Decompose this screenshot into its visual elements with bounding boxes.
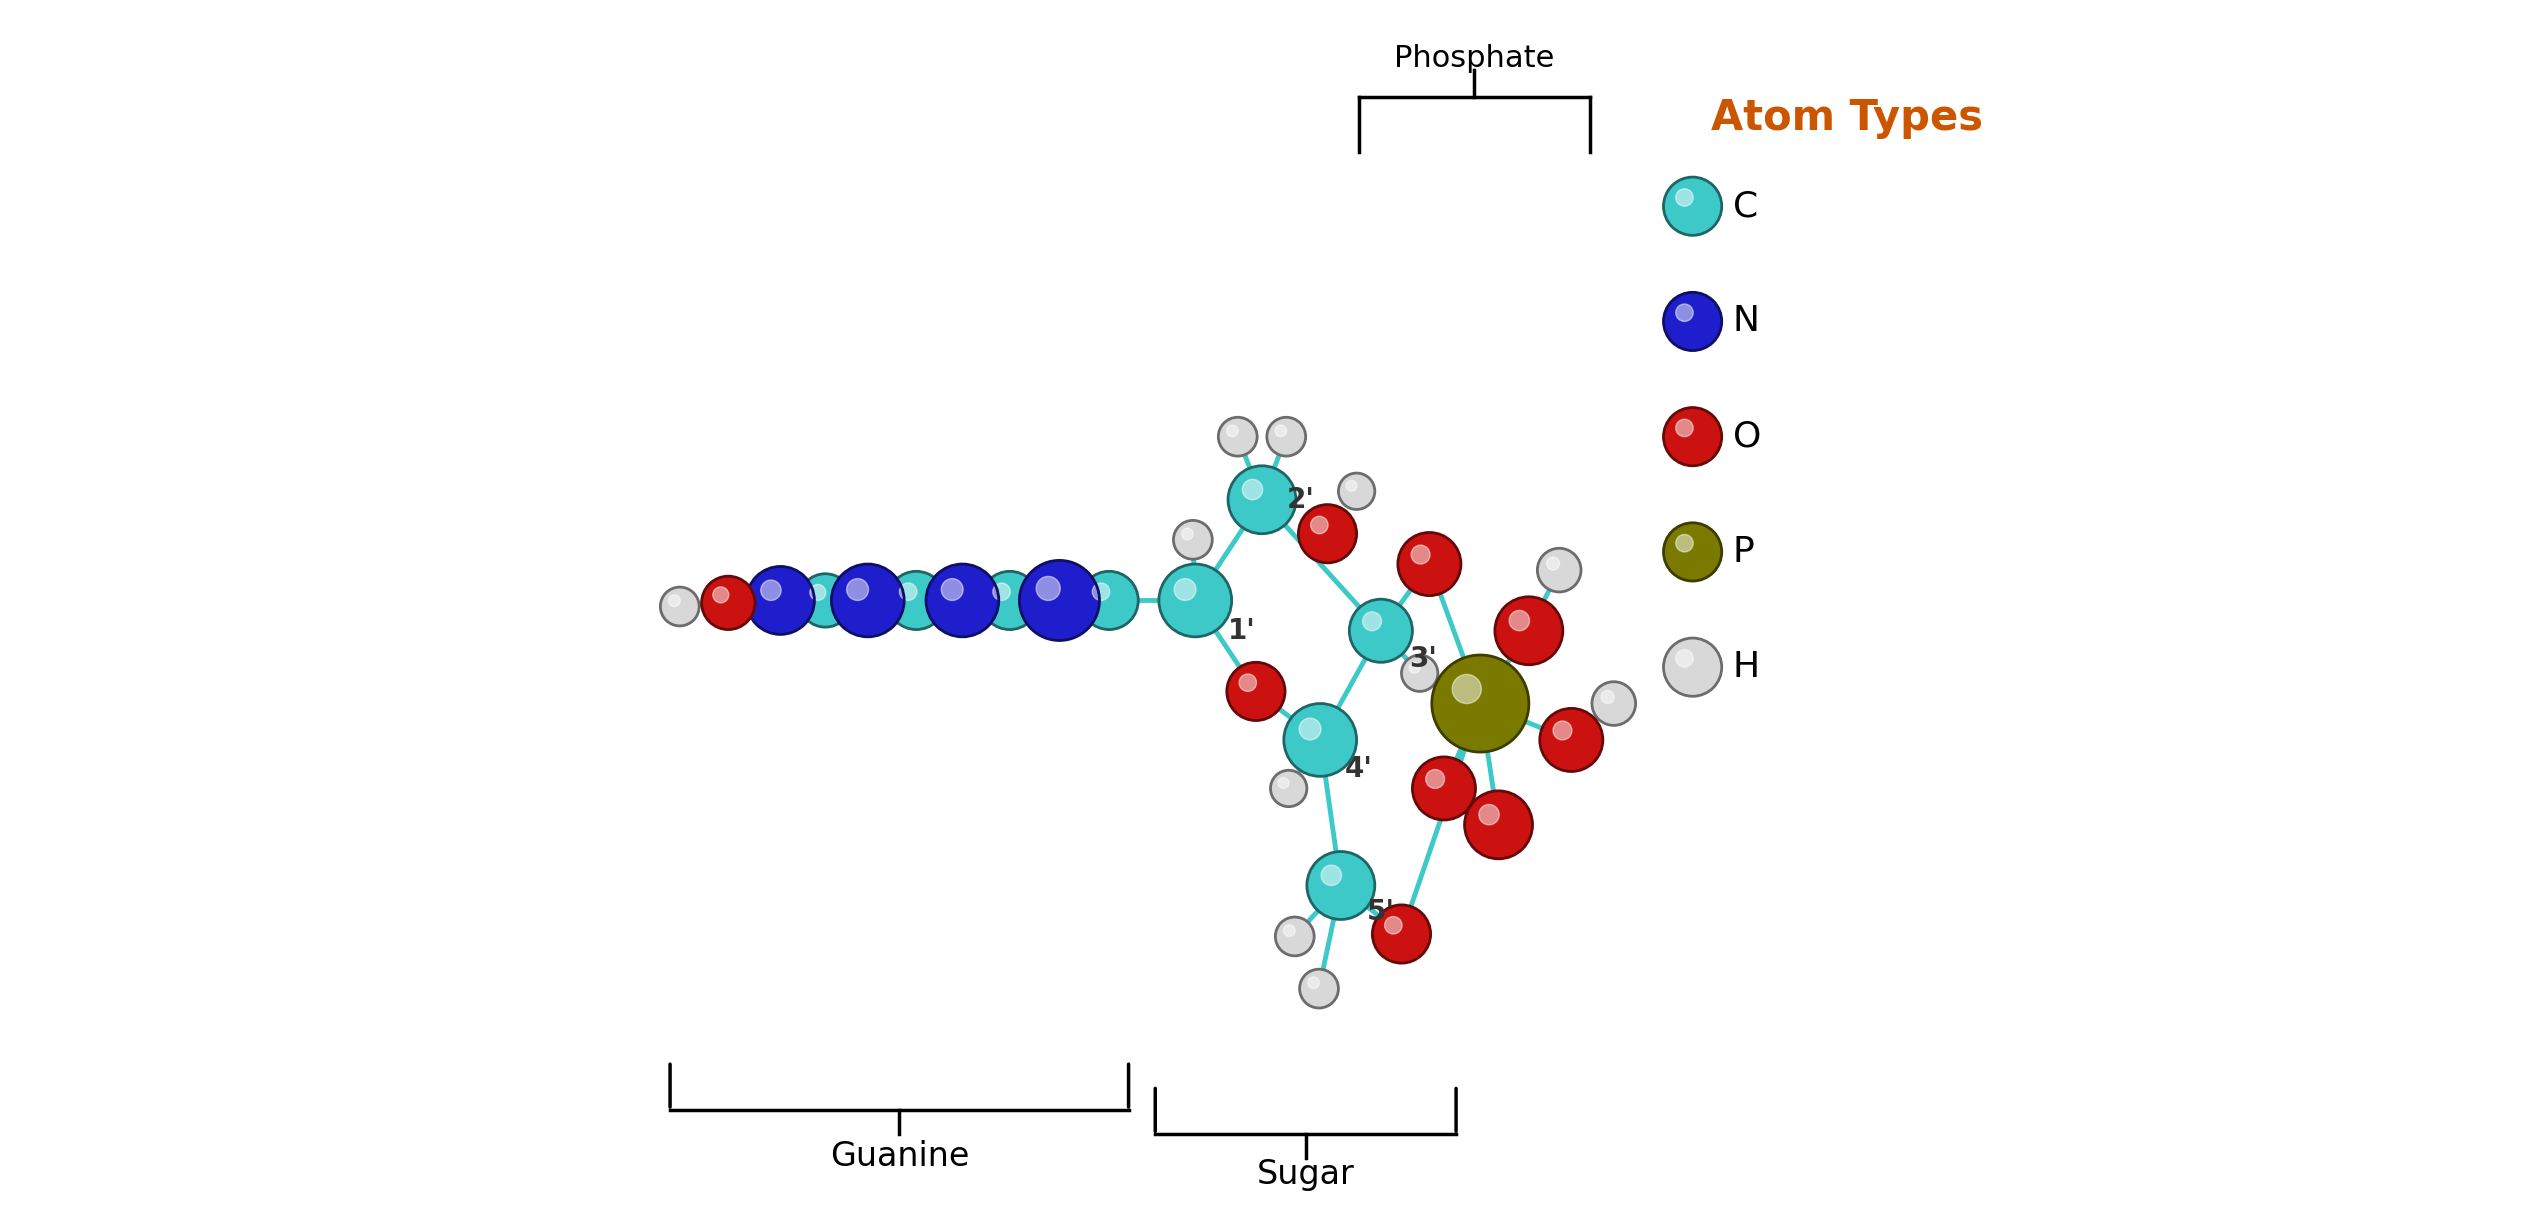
Text: 4': 4' [1345, 754, 1373, 784]
Circle shape [1227, 662, 1285, 721]
Text: P: P [1731, 535, 1754, 569]
Circle shape [712, 587, 729, 603]
Circle shape [1307, 852, 1376, 919]
Circle shape [1300, 718, 1320, 740]
Circle shape [1159, 564, 1232, 637]
Text: H: H [1731, 650, 1759, 684]
Text: Sugar: Sugar [1257, 1158, 1355, 1191]
Circle shape [747, 566, 815, 634]
Circle shape [1345, 480, 1358, 491]
Circle shape [926, 564, 1000, 637]
Circle shape [899, 583, 916, 600]
Circle shape [1426, 769, 1444, 788]
Circle shape [1398, 533, 1461, 596]
Circle shape [1663, 523, 1721, 581]
Circle shape [1552, 721, 1572, 740]
Circle shape [886, 571, 946, 630]
Circle shape [1093, 583, 1111, 600]
Circle shape [1676, 420, 1694, 437]
Circle shape [1663, 408, 1721, 466]
Circle shape [1285, 704, 1355, 776]
Circle shape [1663, 292, 1721, 351]
Circle shape [1411, 545, 1431, 564]
Circle shape [1451, 674, 1482, 704]
Circle shape [1509, 610, 1530, 631]
Circle shape [1080, 571, 1138, 630]
Circle shape [1267, 417, 1305, 456]
Circle shape [1338, 473, 1376, 509]
Text: C: C [1731, 189, 1757, 223]
Circle shape [1386, 917, 1401, 934]
Circle shape [1540, 708, 1603, 771]
Circle shape [702, 576, 755, 630]
Circle shape [1663, 177, 1721, 235]
Circle shape [992, 583, 1010, 600]
Circle shape [982, 571, 1040, 630]
Circle shape [1037, 576, 1060, 600]
Circle shape [1373, 905, 1431, 963]
Circle shape [846, 579, 868, 600]
Circle shape [1310, 517, 1328, 534]
Circle shape [1300, 969, 1338, 1008]
Text: 5': 5' [1365, 898, 1393, 927]
Circle shape [1593, 682, 1636, 725]
Text: 2': 2' [1287, 485, 1315, 514]
Text: Guanine: Guanine [830, 1140, 969, 1173]
Circle shape [798, 574, 853, 627]
Circle shape [1320, 865, 1343, 885]
Text: O: O [1731, 420, 1762, 454]
Circle shape [1275, 425, 1287, 437]
Circle shape [1408, 662, 1421, 673]
Circle shape [1494, 597, 1562, 665]
Circle shape [1239, 674, 1257, 691]
Circle shape [1401, 655, 1439, 691]
Circle shape [760, 580, 780, 600]
Circle shape [1275, 917, 1315, 956]
Circle shape [1676, 189, 1694, 206]
Circle shape [1229, 466, 1295, 534]
Circle shape [1181, 528, 1194, 540]
Circle shape [1307, 976, 1320, 989]
Circle shape [1297, 505, 1355, 563]
Circle shape [1600, 690, 1615, 704]
Circle shape [669, 594, 679, 606]
Circle shape [1285, 924, 1295, 936]
Circle shape [1676, 304, 1694, 321]
Circle shape [1547, 557, 1560, 570]
Text: N: N [1731, 304, 1759, 338]
Text: Atom Types: Atom Types [1711, 97, 1984, 139]
Circle shape [1676, 650, 1694, 667]
Circle shape [1242, 479, 1262, 500]
Circle shape [941, 579, 964, 600]
Circle shape [1174, 520, 1212, 559]
Circle shape [1413, 757, 1477, 820]
Circle shape [1174, 579, 1196, 600]
Circle shape [1020, 560, 1100, 640]
Circle shape [1277, 778, 1290, 788]
Circle shape [661, 587, 699, 626]
Circle shape [830, 564, 904, 637]
Text: 1': 1' [1229, 616, 1257, 645]
Circle shape [1464, 791, 1532, 859]
Circle shape [1270, 770, 1307, 807]
Circle shape [810, 585, 825, 600]
Circle shape [1537, 548, 1580, 592]
Text: 3': 3' [1408, 644, 1436, 673]
Circle shape [1219, 417, 1257, 456]
Circle shape [1350, 599, 1413, 662]
Circle shape [1676, 535, 1694, 552]
Text: Phosphate: Phosphate [1393, 44, 1555, 73]
Circle shape [1663, 638, 1721, 696]
Circle shape [1431, 655, 1530, 752]
Circle shape [1227, 425, 1239, 437]
Circle shape [1479, 804, 1499, 825]
Circle shape [1363, 611, 1381, 631]
